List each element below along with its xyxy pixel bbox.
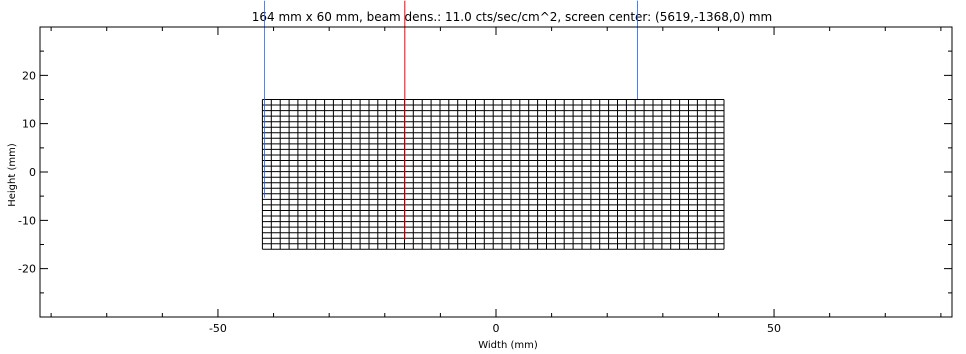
y-tick-label: 20	[22, 69, 36, 82]
x-tick-label: 0	[493, 322, 500, 335]
y-axis-label: Height (mm)	[7, 143, 18, 207]
detector-grid-lines	[261, 99, 725, 250]
y-tick-label: 0	[29, 166, 36, 179]
y-tick-label: 10	[22, 118, 36, 131]
x-axis-label: Width (mm)	[478, 340, 538, 351]
y-tick-label: -10	[18, 214, 36, 227]
y-tick-label: -20	[18, 263, 36, 276]
detector-grid	[261, 0, 725, 250]
axis-ticks: -50 0 50 -20 -10 0 10 20	[18, 26, 952, 335]
chart-title: 164 mm x 60 mm, beam dens.: 11.0 cts/sec…	[252, 10, 773, 24]
x-tick-label: -50	[209, 322, 227, 335]
x-tick-label: 50	[767, 322, 781, 335]
tick-marks	[40, 26, 952, 318]
